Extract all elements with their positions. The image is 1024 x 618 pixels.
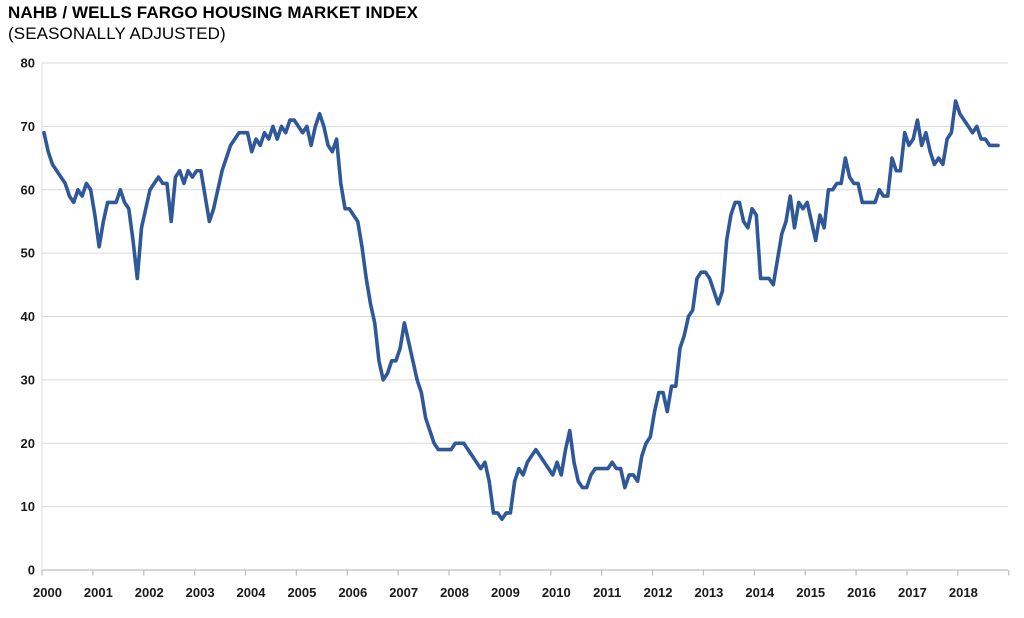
chart-header: NAHB / WELLS FARGO HOUSING MARKET INDEX … — [8, 2, 418, 45]
x-axis-tick-label: 2018 — [949, 585, 978, 600]
y-axis-tick-label: 80 — [21, 56, 35, 71]
x-axis-tick-label: 2011 — [593, 585, 621, 600]
x-axis-tick-label: 2000 — [33, 585, 62, 600]
hmi-series-line — [42, 99, 1000, 522]
x-axis-tick-label: 2002 — [135, 585, 164, 600]
y-axis-tick-label: 40 — [21, 309, 35, 324]
chart-title: NAHB / WELLS FARGO HOUSING MARKET INDEX — [8, 3, 419, 22]
x-axis-tick-label: 2003 — [186, 585, 215, 600]
x-axis-tick-label: 2001 — [84, 585, 113, 600]
x-axis-tick-label: 2012 — [644, 585, 673, 600]
x-axis-tick-label: 2017 — [898, 585, 927, 600]
y-axis-tick-label: 0 — [28, 563, 35, 578]
x-axis-tick-label: 2009 — [491, 585, 520, 600]
x-axis-tick-label: 2014 — [745, 585, 775, 600]
y-axis-tick-label: 60 — [21, 182, 35, 197]
x-axis-tick-label: 2015 — [796, 585, 825, 600]
y-axis-tick-label: 30 — [21, 372, 35, 387]
x-axis-tick-label: 2005 — [287, 585, 316, 600]
y-axis-tick-label: 50 — [21, 246, 35, 261]
y-axis-tick-label: 20 — [21, 436, 35, 451]
x-axis-tick-label: 2004 — [237, 585, 267, 600]
y-axis-tick-label: 10 — [21, 499, 35, 514]
chart-subtitle: (SEASONALLY ADJUSTED) — [8, 24, 226, 44]
x-axis-tick-label: 2007 — [389, 585, 418, 600]
x-axis-tick-label: 2006 — [338, 585, 367, 600]
x-axis-tick-label: 2010 — [542, 585, 571, 600]
x-axis-tick-label: 2013 — [694, 585, 723, 600]
x-axis-tick-label: 2016 — [847, 585, 876, 600]
x-axis-tick-label: 2008 — [440, 585, 469, 600]
y-axis-tick-label: 70 — [21, 119, 35, 134]
